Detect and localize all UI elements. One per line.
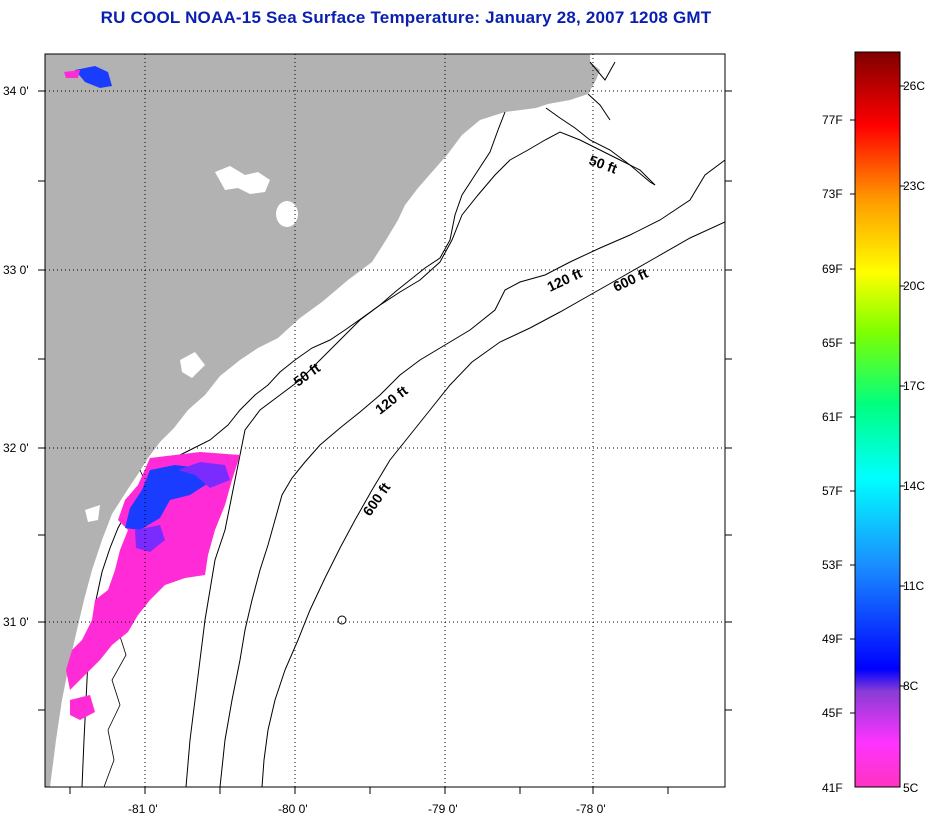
colorbar-celsius-label: 20C	[903, 279, 926, 293]
colorbar-celsius-label: 26C	[903, 79, 926, 93]
colorbar-fahrenheit-label: 69F	[822, 262, 843, 276]
colorbar-celsius-label: 17C	[903, 379, 926, 393]
colorbar-celsius-label: 23C	[903, 179, 926, 193]
sst-cold-patch	[64, 66, 240, 720]
colorbar-celsius-label: 5C	[903, 781, 919, 795]
longitude-label: -80 0'	[278, 802, 308, 816]
colorbar	[854, 51, 901, 788]
colorbar-fahrenheit-label: 49F	[822, 632, 843, 646]
map-title: RU COOL NOAA-15 Sea Surface Temperature:…	[100, 8, 712, 27]
colorbar-fahrenheit-label: 65F	[822, 336, 843, 350]
colorbar-fahrenheit-label: 57F	[822, 484, 843, 498]
longitude-label: -78 0'	[576, 802, 606, 816]
land-mass	[45, 54, 600, 787]
colorbar-fahrenheit-label: 77F	[822, 113, 843, 127]
colorbar-celsius-label: 8C	[903, 679, 919, 693]
colorbar-celsius-label: 11C	[903, 579, 925, 593]
longitude-label: -79 0'	[428, 802, 458, 816]
colorbar-fahrenheit-label: 45F	[822, 706, 843, 720]
latitude-label: 32 0'	[3, 441, 29, 455]
longitude-label: -81 0'	[128, 802, 158, 816]
latitude-label: 33 0'	[3, 263, 29, 277]
colorbar-celsius-label: 14C	[903, 479, 926, 493]
colorbar-fahrenheit-label: 53F	[822, 558, 843, 572]
colorbar-fahrenheit-label: 41F	[822, 781, 843, 795]
colorbar-fahrenheit-label: 73F	[822, 187, 843, 201]
latitude-label: 31 0'	[3, 615, 29, 629]
latitude-label: 34 0'	[3, 84, 29, 98]
colorbar-fahrenheit-label: 61F	[822, 410, 843, 424]
